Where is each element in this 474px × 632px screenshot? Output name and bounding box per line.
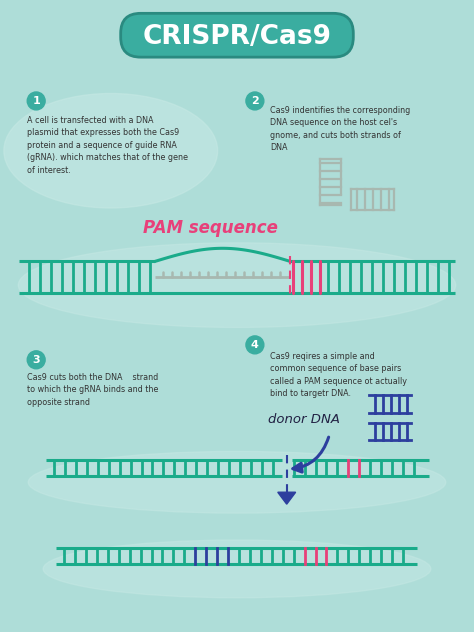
Text: A cell is transfected with a DNA
plasmid that expresses both the Cas9
protein an: A cell is transfected with a DNA plasmid… bbox=[27, 116, 188, 175]
Circle shape bbox=[246, 92, 264, 110]
Text: CRISPR/Cas9: CRISPR/Cas9 bbox=[143, 24, 331, 50]
Polygon shape bbox=[278, 492, 296, 504]
Text: 1: 1 bbox=[32, 96, 40, 106]
Ellipse shape bbox=[18, 243, 456, 327]
Ellipse shape bbox=[28, 451, 446, 513]
Ellipse shape bbox=[4, 94, 218, 208]
Text: 4: 4 bbox=[251, 340, 259, 350]
FancyBboxPatch shape bbox=[121, 13, 353, 57]
Text: PAM sequence: PAM sequence bbox=[143, 219, 278, 238]
Text: 3: 3 bbox=[32, 355, 40, 365]
FancyArrowPatch shape bbox=[293, 437, 328, 472]
Ellipse shape bbox=[43, 540, 431, 598]
Text: Cas9 cuts both the DNA    strand
to which the gRNA binds and the
opposite strand: Cas9 cuts both the DNA strand to which t… bbox=[27, 373, 159, 407]
Text: donor DNA: donor DNA bbox=[268, 413, 340, 426]
Circle shape bbox=[246, 336, 264, 354]
Circle shape bbox=[27, 92, 45, 110]
Text: 2: 2 bbox=[251, 96, 259, 106]
Text: Cas9 reqires a simple and
common sequence of base pairs
called a PAM sequence ot: Cas9 reqires a simple and common sequenc… bbox=[270, 352, 407, 398]
Circle shape bbox=[27, 351, 45, 368]
Text: Cas9 indentifies the corresponding
DNA sequence on the host cel's
gnome, and cut: Cas9 indentifies the corresponding DNA s… bbox=[270, 106, 410, 152]
